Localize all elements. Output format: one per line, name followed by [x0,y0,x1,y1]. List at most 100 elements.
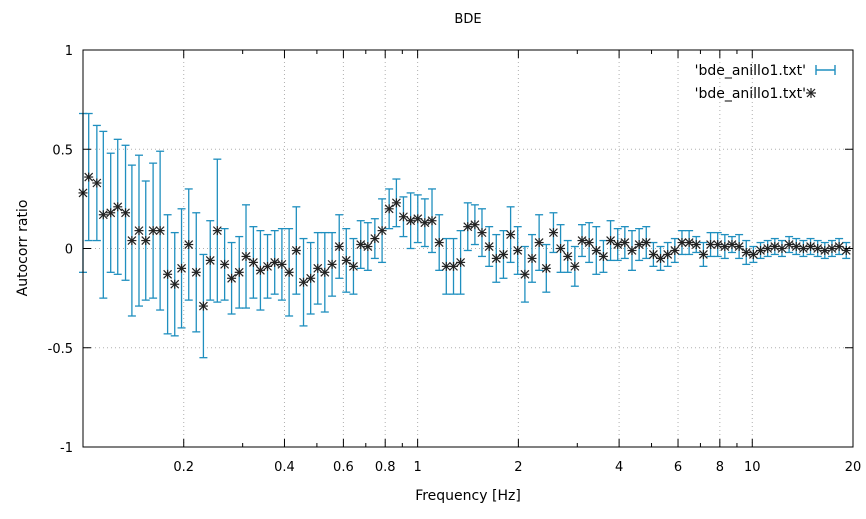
chart-title: BDE [454,12,481,27]
data-point [713,240,723,250]
data-point [198,301,208,311]
data-point [470,220,480,230]
data-point [291,245,301,255]
data-point [121,208,131,218]
data-point [334,242,344,252]
data-point [84,172,94,182]
x-tick-label: 1 [413,460,421,475]
legend: 'bde_anillo1.txt' 'bde_anillo1.txt' [695,63,836,102]
x-tick-label: 2 [514,460,522,475]
data-point [170,279,180,289]
x-tick-label: 20 [845,460,862,475]
data-point [527,253,537,263]
data-point [184,240,194,250]
data-point [741,247,751,257]
data-point [92,178,102,188]
x-tick-label: 6 [674,460,682,475]
data-point [698,249,708,259]
data-point [234,267,244,277]
data-point [813,244,823,253]
data-point [748,249,758,259]
data-point [320,267,330,277]
data-point [248,257,258,267]
data-point [413,214,423,224]
data-point [606,236,616,246]
data-point [720,242,730,252]
legend-swatch-errorbars [815,65,836,75]
data-point [656,253,666,263]
data-point [506,230,516,240]
data-point [348,261,358,271]
data-point [227,273,237,283]
data-point [391,198,401,208]
data-point [263,261,273,271]
data-point [541,263,551,273]
data-point [691,240,701,250]
data-point [520,269,530,279]
data-point [106,208,116,218]
data-point [313,263,323,273]
data-point [98,210,108,220]
data-point [284,267,294,277]
data-point [441,261,451,271]
x-tick-label: 0.6 [333,460,354,475]
data-point [820,245,830,255]
legend-label-errorbars: 'bde_anillo1.txt' [695,63,806,79]
data-point [584,238,594,248]
y-tick-label: -0.5 [48,342,73,357]
data-point [270,257,280,267]
data-point [563,251,573,261]
x-axis-label: Frequency [Hz] [415,488,521,504]
y-tick-label: 0 [65,243,73,258]
data-point [141,236,151,246]
data-point [449,261,459,271]
data-point [627,245,637,255]
data-point [770,242,780,252]
data-point [548,228,558,238]
data-point [677,238,687,248]
data-point [777,244,787,253]
data-point [570,261,580,271]
data-point [299,277,309,287]
data-point [513,245,523,255]
data-point [177,263,187,273]
data-point [434,238,444,248]
data-point [670,245,680,255]
data-point [591,245,601,255]
data-point [648,249,658,259]
y-tick-label: 1 [65,44,73,59]
data-point [577,236,587,246]
data-point [784,240,794,250]
data-point [327,259,337,269]
data-point [684,238,694,248]
x-tick-label: 8 [716,460,724,475]
data-point [356,240,366,250]
data-point [598,251,608,261]
legend-label-points: 'bde_anillo1.txt' [695,86,806,102]
data-point [727,240,737,250]
data-point [363,242,373,252]
data-point [241,251,251,261]
data-point [163,269,173,279]
data-point [220,259,230,269]
data-point [791,242,801,252]
data-point [463,222,473,232]
data-point [498,249,508,259]
data-point [377,226,387,236]
data-point [534,238,544,248]
data-point [484,242,494,252]
data-point [734,242,744,252]
y-axis-label: Autocorr ratio [15,200,31,297]
data-point [306,273,316,283]
axis-ticks: 0.2 0.4 0.6 0.8 1 2 4 6 8 10 20 -1 -0.5 0 0.5 1 [48,44,862,475]
data-point [613,240,623,250]
data-point [663,249,673,259]
legend-swatch-points [806,88,816,98]
data-series [78,112,851,359]
data-point [427,216,437,226]
data-point [806,242,816,252]
data-point [384,204,394,214]
y-tick-label: 0.5 [52,143,73,158]
